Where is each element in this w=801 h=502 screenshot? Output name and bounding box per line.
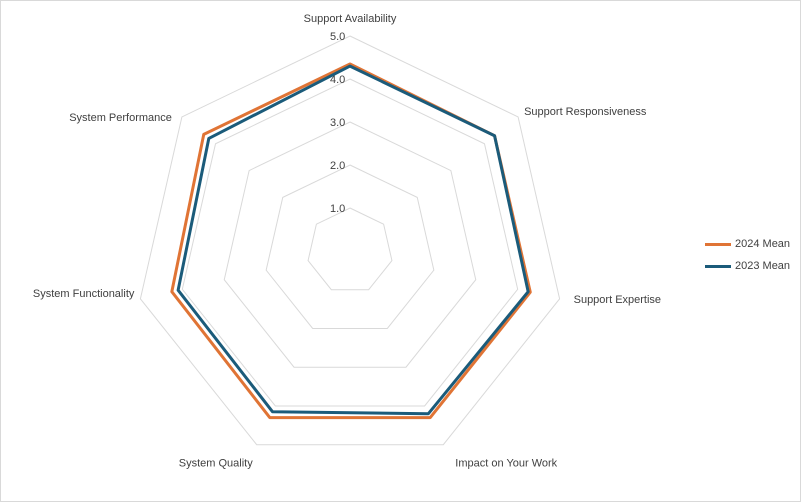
radial-tick-label: 3.0 xyxy=(330,117,345,129)
legend-item-2024: 2024 Mean xyxy=(705,233,790,255)
radial-tick-label: 5.0 xyxy=(330,31,345,43)
category-label: System Functionality xyxy=(33,288,135,300)
category-label: Impact on Your Work xyxy=(455,458,557,470)
legend-swatch-2024 xyxy=(705,242,731,246)
legend-label-2024: 2024 Mean xyxy=(735,238,791,250)
category-label: System Performance xyxy=(69,112,172,124)
radial-tick-label: 2.0 xyxy=(330,160,345,172)
radial-tick-label: 1.0 xyxy=(330,203,345,215)
series-line-2023 xyxy=(176,64,530,416)
legend-swatch-2023 xyxy=(705,264,731,268)
category-label: Support Responsiveness xyxy=(524,106,647,118)
legend: 2024 Mean 2023 Mean xyxy=(705,233,790,277)
legend-item-2023: 2023 Mean xyxy=(705,255,790,277)
legend-label-2023: 2023 Mean xyxy=(735,260,791,272)
category-label: System Quality xyxy=(179,458,253,470)
radial-tick-label: 4.0 xyxy=(330,74,345,86)
grid-ring-2 xyxy=(265,164,435,329)
category-label: Support Expertise xyxy=(574,294,661,306)
grid-ring-5 xyxy=(139,35,561,446)
category-label: Support Availability xyxy=(304,13,397,25)
grid-ring-1 xyxy=(307,207,393,291)
grid-ring-3 xyxy=(223,121,477,368)
grid-ring-4 xyxy=(181,78,519,407)
series-line-2024 xyxy=(170,62,532,420)
